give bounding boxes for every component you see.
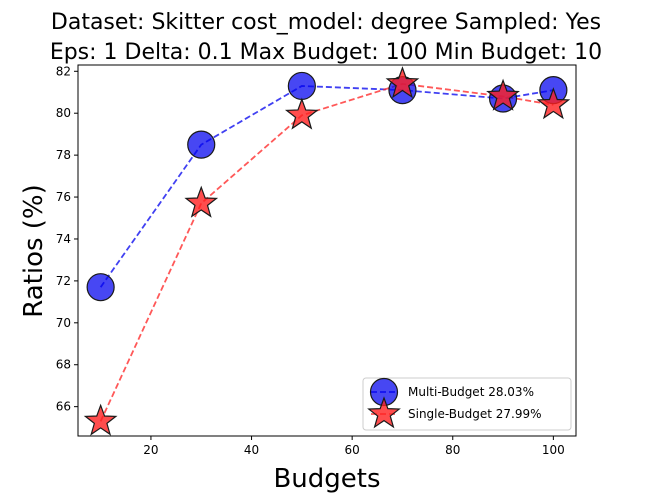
y-tick-label: 74 (56, 232, 71, 246)
x-tick-label: 80 (445, 443, 460, 457)
data-point-2 (486, 78, 520, 111)
legend-marker (367, 396, 401, 429)
y-tick-label: 78 (56, 148, 71, 162)
series-line-2 (99, 82, 554, 422)
legend-label: Single-Budget 27.99% (408, 407, 542, 421)
axes-frame (77, 64, 577, 437)
y-tick-label: 82 (56, 64, 71, 78)
data-point-2 (385, 66, 420, 99)
y-tick-label: 80 (56, 106, 71, 120)
axis-ticks: 20 40 60 80 100 66 68 70 72 74 76 78 80 82 (56, 64, 565, 457)
y-tick-label: 68 (56, 358, 71, 372)
data-point-1 (187, 130, 216, 159)
legend: Multi-Budget 28.03% Single-Budget 27.99% (362, 377, 572, 431)
y-tick-label: 72 (56, 274, 71, 288)
y-tick-label: 66 (56, 400, 71, 414)
plot-area (83, 66, 571, 436)
data-point-2 (284, 97, 319, 130)
data-point-2 (536, 87, 571, 120)
chart-title-line2: Eps: 1 Delta: 0.1 Max Budget: 100 Min Bu… (50, 40, 602, 65)
x-tick-label: 20 (143, 443, 158, 457)
legend-frame (362, 377, 572, 431)
data-point-1 (86, 273, 115, 302)
legend-label: Multi-Budget 28.03% (408, 385, 534, 399)
x-tick-label: 60 (345, 443, 360, 457)
data-point-1 (287, 71, 316, 101)
series-line-1 (99, 85, 554, 288)
y-tick-label: 76 (56, 190, 71, 204)
chart-title-line1: Dataset: Skitter cost_model: degree Samp… (51, 10, 601, 35)
x-tick-label: 40 (244, 443, 259, 457)
x-axis-label: Budgets (273, 464, 380, 494)
data-point-2 (184, 185, 219, 218)
x-tick-label: 100 (542, 443, 565, 457)
data-point-2 (83, 403, 118, 436)
y-tick-label: 70 (56, 316, 71, 330)
y-axis-label: Ratios (%) (19, 184, 49, 318)
